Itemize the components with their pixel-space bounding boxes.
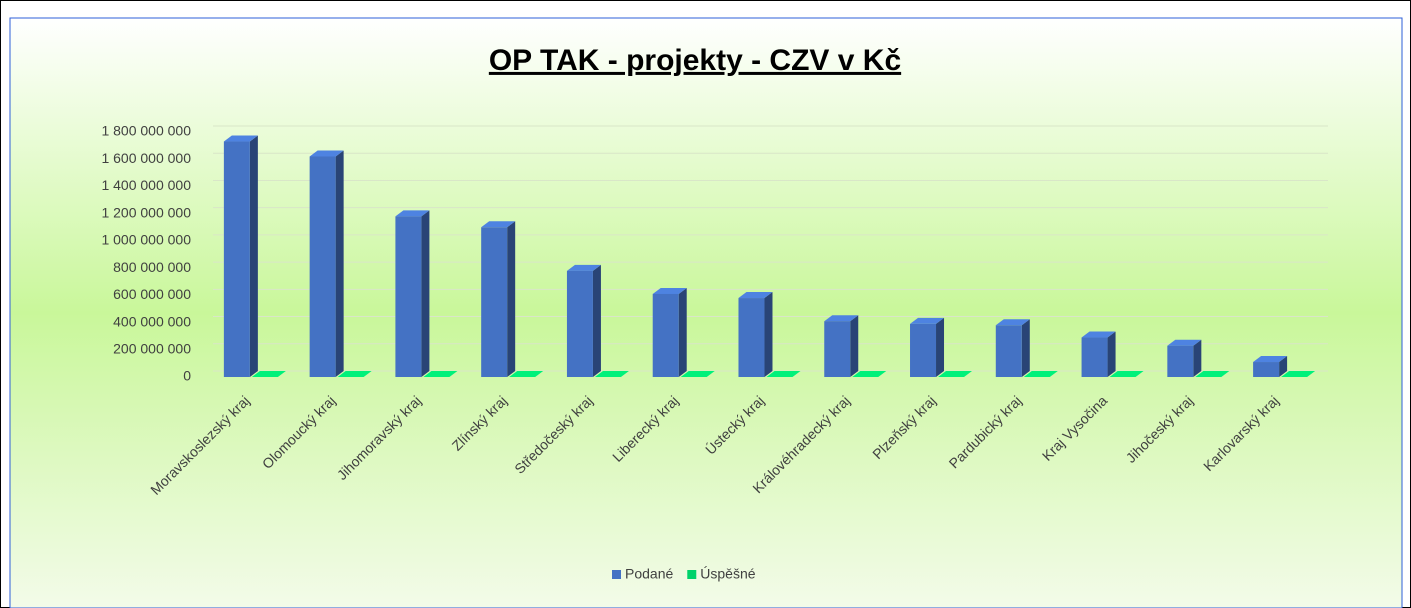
bar-side (850, 315, 859, 377)
bar-side (249, 135, 258, 377)
bar-side (592, 264, 601, 377)
legend-swatch (612, 570, 621, 579)
bar-front (309, 156, 336, 377)
bar-front (566, 270, 593, 377)
y-tick-label: 1 000 000 000 (101, 232, 191, 248)
bar-top (738, 292, 773, 299)
bar (223, 135, 258, 377)
bar (995, 319, 1030, 377)
bar-top (938, 371, 973, 377)
bar-top (1253, 356, 1288, 363)
bar (1081, 331, 1116, 377)
bar (766, 371, 801, 377)
bar-side (507, 221, 516, 377)
bar-top (766, 371, 801, 377)
bar-top (910, 317, 945, 324)
bar-top (481, 221, 516, 228)
bar (1109, 371, 1144, 377)
bar (938, 371, 973, 377)
y-tick-label: 600 000 000 (113, 286, 191, 302)
bar-top (423, 371, 458, 377)
bar-front (223, 141, 250, 377)
bar-top (223, 135, 258, 142)
bar-front (1253, 362, 1280, 377)
bar-front (995, 325, 1022, 377)
bar-front (1081, 337, 1108, 377)
bar (509, 371, 544, 377)
bar-side (1193, 339, 1202, 377)
bar (309, 150, 344, 377)
legend-label: Úspěšné (700, 566, 755, 582)
bar-front (738, 298, 765, 377)
bar-front (910, 323, 937, 377)
bar-side (1279, 356, 1288, 377)
bar (738, 292, 773, 377)
y-tick-label: 1 800 000 000 (101, 123, 191, 139)
bar-side (764, 292, 773, 377)
bar-side (936, 317, 945, 377)
bar (395, 210, 430, 377)
y-tick-label: 1 200 000 000 (101, 204, 191, 220)
bar-top (824, 315, 859, 322)
bar (852, 371, 887, 377)
bar (824, 315, 859, 377)
y-tick-label: 1 600 000 000 (101, 150, 191, 166)
bar-top (337, 371, 372, 377)
bar (1253, 356, 1288, 377)
y-tick-label: 0 (183, 368, 191, 384)
bar-side (421, 210, 430, 377)
bar-top (852, 371, 887, 377)
bar-top (309, 150, 344, 157)
bar (652, 287, 687, 377)
bar-side (1107, 331, 1116, 377)
y-tick-label: 400 000 000 (113, 313, 191, 329)
bar-side (1021, 319, 1030, 377)
bar-top (566, 264, 601, 271)
bar-side (678, 287, 687, 377)
bar-top (1109, 371, 1144, 377)
bar-front (1167, 345, 1194, 377)
bar (1167, 339, 1202, 377)
y-tick-label: 1 400 000 000 (101, 177, 191, 193)
bar-top (1167, 339, 1202, 346)
bar-front (824, 321, 851, 377)
bar-top (1023, 371, 1058, 377)
bar (680, 371, 715, 377)
bar-top (251, 371, 286, 377)
bar-top (680, 371, 715, 377)
bar-top (652, 287, 687, 294)
legend-label: Podané (625, 566, 673, 582)
bar (594, 371, 629, 377)
bar-top (594, 371, 629, 377)
bar-top (395, 210, 430, 217)
bar (910, 317, 945, 377)
y-tick-label: 200 000 000 (113, 340, 191, 356)
chart-title: OP TAK - projekty - CZV v Kč (489, 44, 901, 77)
bar-front (395, 216, 422, 377)
bar-top (1195, 371, 1230, 377)
bar-front (652, 293, 679, 377)
legend-swatch (687, 570, 697, 579)
bar (1281, 371, 1316, 377)
y-tick-label: 800 000 000 (113, 259, 191, 275)
bar (1195, 371, 1230, 377)
bar-top (509, 371, 544, 377)
bar (1023, 371, 1058, 377)
bar (423, 371, 458, 377)
bar (566, 264, 601, 377)
bar-top (1281, 371, 1316, 377)
bar-front (481, 227, 508, 377)
bar-top (1081, 331, 1116, 338)
bar (251, 371, 286, 377)
bar (337, 371, 372, 377)
bar-side (335, 150, 344, 377)
chart-area (9, 17, 1403, 608)
bar-top (995, 319, 1030, 326)
bar (481, 221, 516, 377)
